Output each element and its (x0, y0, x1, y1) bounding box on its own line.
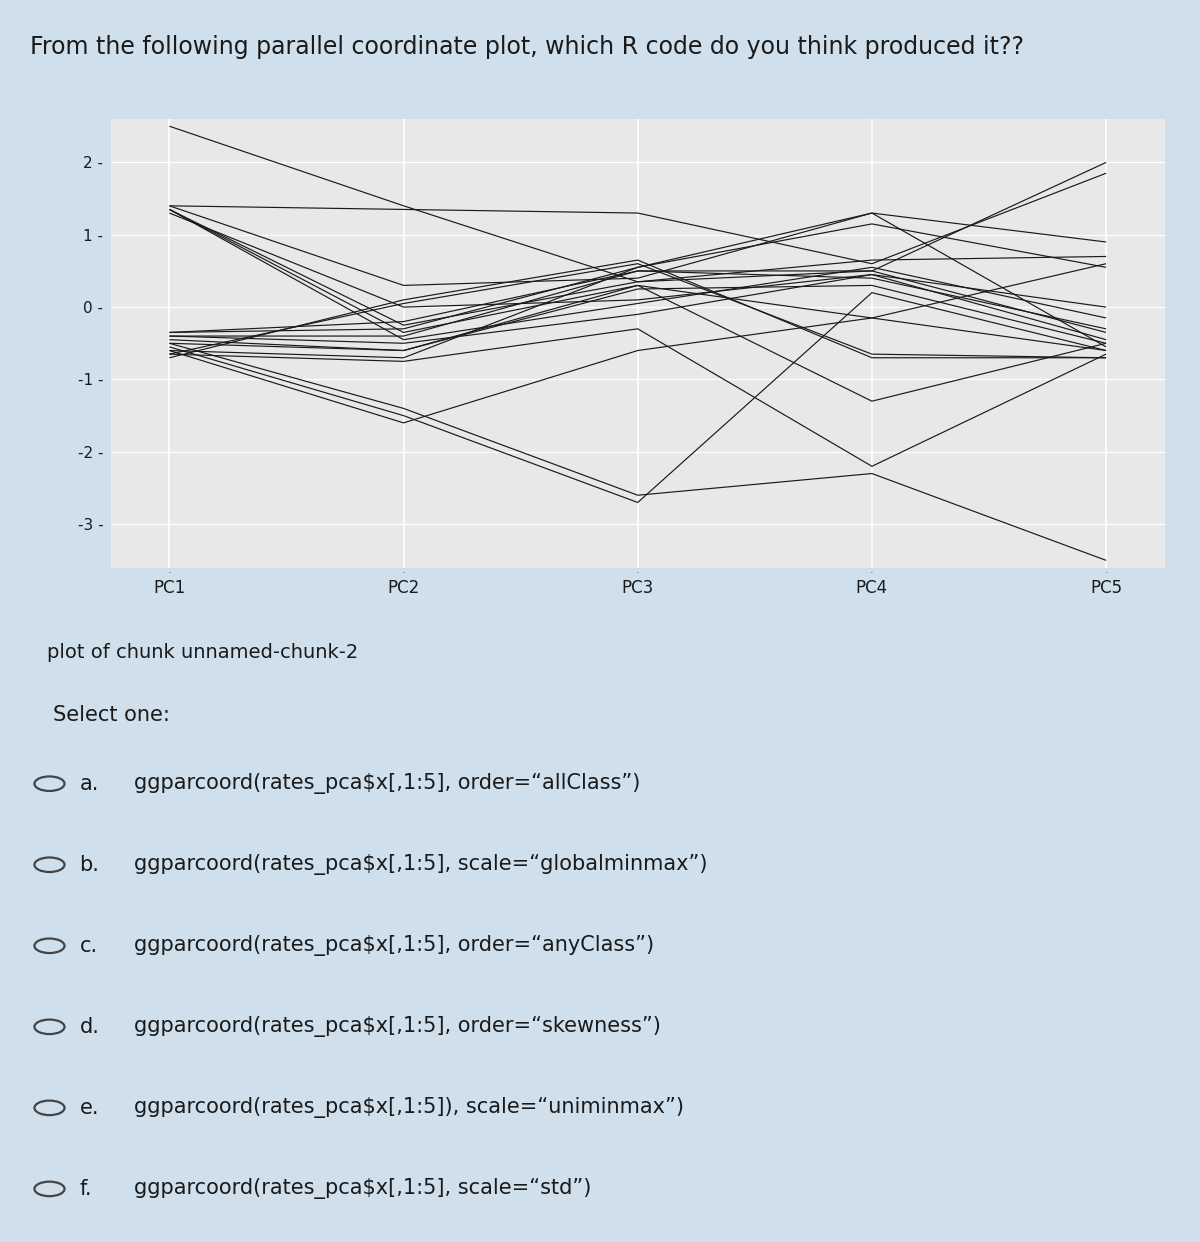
Text: Select one:: Select one: (53, 705, 170, 725)
Text: ggparcoord(rates_pca$x[,1:5], order=“allClass”): ggparcoord(rates_pca$x[,1:5], order=“all… (134, 774, 641, 794)
Text: ·: · (168, 568, 172, 578)
Text: ggparcoord(rates_pca$x[,1:5], scale=“globalminmax”): ggparcoord(rates_pca$x[,1:5], scale=“glo… (134, 854, 708, 876)
Text: ggparcoord(rates_pca$x[,1:5], order=“skewness”): ggparcoord(rates_pca$x[,1:5], order=“ske… (134, 1016, 661, 1037)
Text: From the following parallel coordinate plot, which R code do you think produced : From the following parallel coordinate p… (30, 35, 1024, 60)
Text: ggparcoord(rates_pca$x[,1:5], order=“anyClass”): ggparcoord(rates_pca$x[,1:5], order=“any… (134, 935, 654, 956)
Text: e.: e. (79, 1098, 100, 1118)
Text: ·: · (1104, 568, 1108, 578)
Text: b.: b. (79, 854, 100, 874)
Text: d.: d. (79, 1017, 100, 1037)
Text: f.: f. (79, 1179, 92, 1199)
Text: a.: a. (79, 774, 98, 794)
Text: plot of chunk unnamed-chunk-2: plot of chunk unnamed-chunk-2 (47, 643, 359, 662)
Text: c.: c. (79, 935, 97, 956)
Text: ggparcoord(rates_pca$x[,1:5]), scale=“uniminmax”): ggparcoord(rates_pca$x[,1:5]), scale=“un… (134, 1098, 684, 1118)
Text: ·: · (870, 568, 874, 578)
Text: ·: · (636, 568, 640, 578)
Text: ggparcoord(rates_pca$x[,1:5], scale=“std”): ggparcoord(rates_pca$x[,1:5], scale=“std… (134, 1179, 592, 1200)
Text: ·: · (402, 568, 406, 578)
